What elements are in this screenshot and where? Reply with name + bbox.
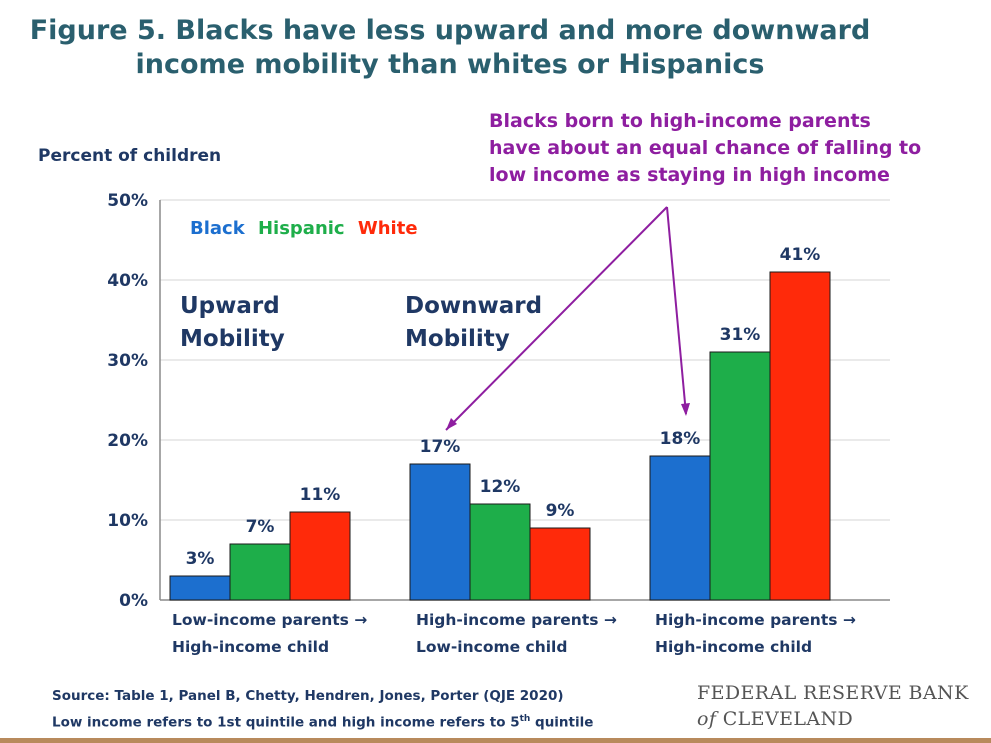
annotation-line2: have about an equal chance of falling to (489, 137, 922, 159)
logo-cleveland: CLEVELAND (716, 708, 854, 730)
annotation-arrowhead-left (446, 418, 457, 430)
bar-white (529, 527, 591, 601)
annotation-arrowhead-right (681, 403, 690, 416)
y-tick-label: 40% (107, 271, 148, 291)
source-line2-sup: th (519, 714, 531, 724)
data-label-hispanic: 12% (480, 477, 521, 497)
chart-title-line1: Figure 5. Blacks have less upward and mo… (29, 15, 871, 46)
downward-mobility-label: Downward Mobility (405, 290, 542, 356)
chart-title-line2: income mobility than whites or Hispanics (135, 49, 765, 80)
y-tick-label: 0% (119, 591, 148, 611)
annotation-text: Blacks born to high-income parents have … (489, 108, 969, 189)
upward-mobility-line2: Mobility (180, 326, 285, 352)
y-axis-label: Percent of children (38, 146, 222, 166)
bars (169, 271, 831, 601)
data-label-hispanic: 7% (246, 517, 275, 537)
y-tick-label: 10% (107, 511, 148, 531)
downward-mobility-line2: Mobility (405, 326, 510, 352)
category-label: Low-income parents → (172, 611, 367, 629)
source-line2-end: quintile (530, 714, 594, 731)
logo-line1: FEDERAL RESERVE BANK (697, 682, 969, 704)
category-label: Low-income child (416, 638, 567, 656)
source-line1: Source: Table 1, Panel B, Chetty, Hendre… (52, 688, 564, 704)
bar-black (409, 463, 471, 601)
y-tick-label: 30% (107, 351, 148, 371)
upward-mobility-label: Upward Mobility (180, 290, 285, 356)
data-label-black: 17% (420, 437, 461, 457)
source-note: Source: Table 1, Panel B, Chetty, Hendre… (52, 685, 593, 735)
chart-title: Figure 5. Blacks have less upward and mo… (0, 14, 900, 82)
category-label: High-income child (655, 638, 812, 656)
data-label-white: 9% (546, 501, 575, 521)
data-label-hispanic: 31% (720, 325, 761, 345)
annotation-arrow-left (445, 206, 668, 431)
data-label-black: 18% (660, 429, 701, 449)
fed-cleveland-logo: FEDERAL RESERVE BANK of CLEVELAND (697, 680, 969, 732)
bar-black (649, 455, 711, 601)
legend-hispanic: Hispanic (257, 218, 345, 239)
bar-hispanic (229, 543, 291, 601)
bar-black (169, 575, 231, 601)
y-axis-ticks: 0% 10% 20% 30% 40% 50% (107, 191, 148, 611)
y-tick-label: 20% (107, 431, 148, 451)
annotation-arrow-right (666, 206, 687, 415)
annotation-line3: low income as staying in high income (489, 164, 890, 186)
upward-mobility-line1: Upward (180, 293, 280, 319)
source-line2: Low income refers to 1st quintile and hi… (52, 708, 593, 735)
legend-white: White (357, 218, 418, 239)
data-label-black: 3% (186, 549, 215, 569)
annotation-line1: Blacks born to high-income parents (489, 110, 871, 132)
category-label: High-income child (172, 638, 329, 656)
bar-hispanic (469, 503, 531, 601)
bottom-rule (0, 738, 991, 743)
logo-of: of (697, 708, 717, 730)
legend-black: Black (190, 218, 245, 239)
source-line2-text: Low income refers to 1st quintile and hi… (52, 714, 520, 731)
bar-white (769, 271, 831, 601)
data-label-white: 41% (780, 245, 821, 265)
legend: Black Hispanic White (190, 218, 425, 239)
category-label: High-income parents → (655, 611, 856, 629)
bar-white (289, 511, 351, 601)
logo-line2: of CLEVELAND (697, 706, 969, 732)
data-label-white: 11% (300, 485, 341, 505)
annotation-arrows (445, 206, 690, 431)
y-tick-label: 50% (107, 191, 148, 211)
downward-mobility-line1: Downward (405, 293, 543, 319)
category-label: High-income parents → (416, 611, 617, 629)
category-labels: Low-income parents → High-income child Hig… (172, 611, 856, 656)
bar-hispanic (709, 351, 771, 601)
data-labels: 3% 17% 18% 7% 12% 31% 11% 9% 41% (186, 245, 821, 569)
